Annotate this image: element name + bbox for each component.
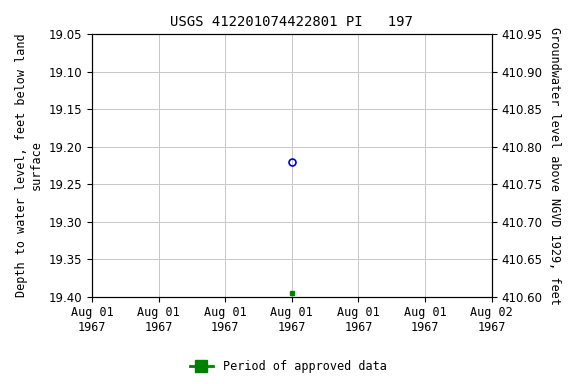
Legend: Period of approved data: Period of approved data bbox=[185, 356, 391, 378]
Title: USGS 412201074422801 PI   197: USGS 412201074422801 PI 197 bbox=[170, 15, 413, 29]
Y-axis label: Groundwater level above NGVD 1929, feet: Groundwater level above NGVD 1929, feet bbox=[548, 26, 561, 305]
Y-axis label: Depth to water level, feet below land
surface: Depth to water level, feet below land su… bbox=[15, 34, 43, 297]
